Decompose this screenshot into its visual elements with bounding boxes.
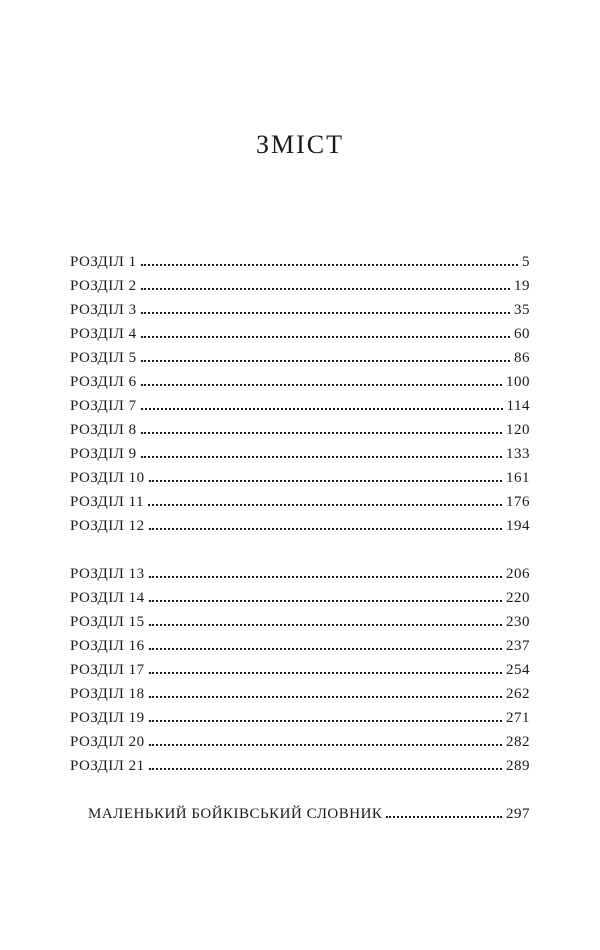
toc-row: РОЗДІЛ 21 289 bbox=[70, 754, 530, 778]
chapter-page: 60 bbox=[514, 322, 530, 346]
toc-row: РОЗДІЛ 3 35 bbox=[70, 298, 530, 322]
chapter-page: 86 bbox=[514, 346, 530, 370]
leader-dots bbox=[141, 336, 510, 338]
leader-dots bbox=[149, 720, 502, 722]
chapter-label: РОЗДІЛ 4 bbox=[70, 322, 137, 346]
toc-page: ЗМІСТ РОЗДІЛ 15РОЗДІЛ 219РОЗДІЛ 335РОЗДІ… bbox=[0, 0, 600, 950]
toc-group: РОЗДІЛ 15РОЗДІЛ 219РОЗДІЛ 335РОЗДІЛ 460Р… bbox=[70, 250, 530, 538]
leader-dots bbox=[149, 648, 502, 650]
chapter-page: 254 bbox=[506, 658, 530, 682]
chapter-page: 5 bbox=[522, 250, 530, 274]
chapter-page: 19 bbox=[514, 274, 530, 298]
toc-group: РОЗДІЛ 13206РОЗДІЛ 14220РОЗДІЛ 15230РОЗД… bbox=[70, 562, 530, 778]
leader-dots bbox=[141, 264, 518, 266]
chapter-page: 282 bbox=[506, 730, 530, 754]
appendix-row: МАЛЕНЬКИЙ БОЙКІВСЬКИЙ СЛОВНИК 297 bbox=[70, 802, 530, 826]
toc-row: РОЗДІЛ 17 254 bbox=[70, 658, 530, 682]
chapter-label: РОЗДІЛ 8 bbox=[70, 418, 137, 442]
toc-row: РОЗДІЛ 9 133 bbox=[70, 442, 530, 466]
toc-row: РОЗДІЛ 19 271 bbox=[70, 706, 530, 730]
leader-dots bbox=[141, 408, 503, 410]
chapter-page: 206 bbox=[506, 562, 530, 586]
toc-row: РОЗДІЛ 15 230 bbox=[70, 610, 530, 634]
chapter-label: РОЗДІЛ 5 bbox=[70, 346, 137, 370]
leader-dots bbox=[149, 528, 502, 530]
chapter-page: 271 bbox=[506, 706, 530, 730]
chapter-label: РОЗДІЛ 14 bbox=[70, 586, 145, 610]
appendix-label: МАЛЕНЬКИЙ БОЙКІВСЬКИЙ СЛОВНИК bbox=[70, 802, 382, 826]
chapter-page: 100 bbox=[506, 370, 530, 394]
toc-row: РОЗДІЛ 18 262 bbox=[70, 682, 530, 706]
toc-row: РОЗДІЛ 7 114 bbox=[70, 394, 530, 418]
leader-dots bbox=[149, 600, 502, 602]
chapter-page: 194 bbox=[506, 514, 530, 538]
toc-row: РОЗДІЛ 4 60 bbox=[70, 322, 530, 346]
chapter-page: 289 bbox=[506, 754, 530, 778]
toc-row: РОЗДІЛ 8 120 bbox=[70, 418, 530, 442]
chapter-page: 220 bbox=[506, 586, 530, 610]
chapter-label: РОЗДІЛ 11 bbox=[70, 490, 144, 514]
leader-dots bbox=[141, 384, 502, 386]
appendix-page: 297 bbox=[506, 802, 530, 826]
toc-row: РОЗДІЛ 10 161 bbox=[70, 466, 530, 490]
chapter-label: РОЗДІЛ 1 bbox=[70, 250, 137, 274]
leader-dots bbox=[141, 432, 502, 434]
leader-dots bbox=[149, 672, 502, 674]
toc-row: РОЗДІЛ 11 176 bbox=[70, 490, 530, 514]
chapter-page: 176 bbox=[506, 490, 530, 514]
appendix-group: МАЛЕНЬКИЙ БОЙКІВСЬКИЙ СЛОВНИК 297 bbox=[70, 802, 530, 826]
chapter-page: 120 bbox=[506, 418, 530, 442]
chapter-label: РОЗДІЛ 7 bbox=[70, 394, 137, 418]
leader-dots bbox=[141, 288, 510, 290]
toc-row: РОЗДІЛ 13 206 bbox=[70, 562, 530, 586]
chapter-label: РОЗДІЛ 15 bbox=[70, 610, 145, 634]
chapter-label: РОЗДІЛ 9 bbox=[70, 442, 137, 466]
toc-row: РОЗДІЛ 5 86 bbox=[70, 346, 530, 370]
chapter-label: РОЗДІЛ 21 bbox=[70, 754, 145, 778]
toc-row: РОЗДІЛ 6 100 bbox=[70, 370, 530, 394]
chapter-page: 161 bbox=[506, 466, 530, 490]
chapter-page: 262 bbox=[506, 682, 530, 706]
leader-dots bbox=[149, 480, 502, 482]
chapter-label: РОЗДІЛ 17 bbox=[70, 658, 145, 682]
chapter-page: 114 bbox=[507, 394, 530, 418]
chapter-label: РОЗДІЛ 10 bbox=[70, 466, 145, 490]
leader-dots bbox=[149, 744, 502, 746]
chapter-label: РОЗДІЛ 16 bbox=[70, 634, 145, 658]
leader-dots bbox=[149, 576, 502, 578]
toc-row: РОЗДІЛ 1 5 bbox=[70, 250, 530, 274]
leader-dots bbox=[141, 360, 510, 362]
chapter-page: 230 bbox=[506, 610, 530, 634]
chapter-label: РОЗДІЛ 3 bbox=[70, 298, 137, 322]
toc-row: РОЗДІЛ 16 237 bbox=[70, 634, 530, 658]
leader-dots bbox=[148, 504, 502, 506]
chapter-label: РОЗДІЛ 20 bbox=[70, 730, 145, 754]
leader-dots bbox=[149, 768, 502, 770]
toc-row: РОЗДІЛ 14 220 bbox=[70, 586, 530, 610]
chapter-label: РОЗДІЛ 19 bbox=[70, 706, 145, 730]
toc-title: ЗМІСТ bbox=[70, 130, 530, 160]
leader-dots bbox=[149, 696, 502, 698]
toc-body: РОЗДІЛ 15РОЗДІЛ 219РОЗДІЛ 335РОЗДІЛ 460Р… bbox=[70, 250, 530, 778]
chapter-page: 35 bbox=[514, 298, 530, 322]
chapter-label: РОЗДІЛ 6 bbox=[70, 370, 137, 394]
chapter-label: РОЗДІЛ 12 bbox=[70, 514, 145, 538]
toc-row: РОЗДІЛ 12 194 bbox=[70, 514, 530, 538]
leader-dots bbox=[386, 816, 502, 818]
leader-dots bbox=[141, 456, 502, 458]
toc-row: РОЗДІЛ 2 19 bbox=[70, 274, 530, 298]
chapter-page: 237 bbox=[506, 634, 530, 658]
toc-row: РОЗДІЛ 20 282 bbox=[70, 730, 530, 754]
chapter-label: РОЗДІЛ 13 bbox=[70, 562, 145, 586]
leader-dots bbox=[141, 312, 510, 314]
leader-dots bbox=[149, 624, 502, 626]
chapter-label: РОЗДІЛ 18 bbox=[70, 682, 145, 706]
chapter-label: РОЗДІЛ 2 bbox=[70, 274, 137, 298]
chapter-page: 133 bbox=[506, 442, 530, 466]
